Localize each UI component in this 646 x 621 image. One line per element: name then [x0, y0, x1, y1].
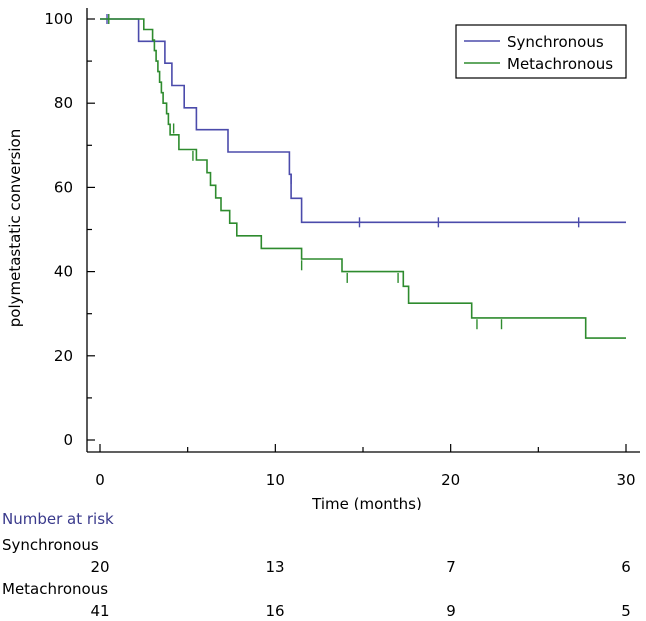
x-tick-label: 0	[95, 471, 105, 489]
legend-label-synchronous: Synchronous	[507, 33, 604, 51]
legend: Synchronous Metachronous	[455, 24, 627, 79]
risk-group-synchronous: Synchronous	[2, 536, 99, 554]
risk-group-metachronous: Metachronous	[2, 580, 109, 598]
y-tick-label: 20	[54, 347, 73, 365]
y-axis-title: polymetastatic conversion	[6, 129, 24, 327]
series-layer	[100, 14, 626, 339]
series-line-synchronous	[100, 18, 626, 224]
legend-box	[455, 24, 627, 79]
x-tick-label: 10	[266, 471, 285, 489]
x-axis-title: Time (months)	[311, 495, 422, 510]
y-tick-label: 40	[54, 263, 73, 281]
x-tick-label: 20	[441, 471, 460, 489]
y-tick-label: 100	[44, 10, 73, 28]
risk-count-synchronous-10: 13	[265, 558, 285, 576]
axes: 0 20 40 60 80 100 0 10 20 30	[44, 8, 640, 489]
risk-count-metachronous-0: 41	[90, 602, 110, 620]
legend-label-metachronous: Metachronous	[507, 55, 613, 73]
y-tick-label: 80	[54, 94, 73, 112]
risk-count-synchronous-20: 7	[446, 558, 456, 576]
risk-count-synchronous-30: 6	[621, 558, 631, 576]
y-tick-label: 60	[54, 178, 73, 196]
risk-count-synchronous-0: 20	[90, 558, 110, 576]
risk-count-metachronous-10: 16	[265, 602, 285, 620]
risk-table-title: Number at risk	[2, 510, 114, 528]
risk-count-metachronous-20: 9	[446, 602, 456, 620]
y-tick-label: 0	[63, 431, 73, 449]
risk-count-metachronous-30: 5	[621, 602, 631, 620]
x-tick-label: 30	[616, 471, 635, 489]
km-chart: 0 20 40 60 80 100 0 10 20 30 Synchronous Metachro…	[6, 8, 640, 510]
series-line-metachronous	[100, 18, 626, 339]
